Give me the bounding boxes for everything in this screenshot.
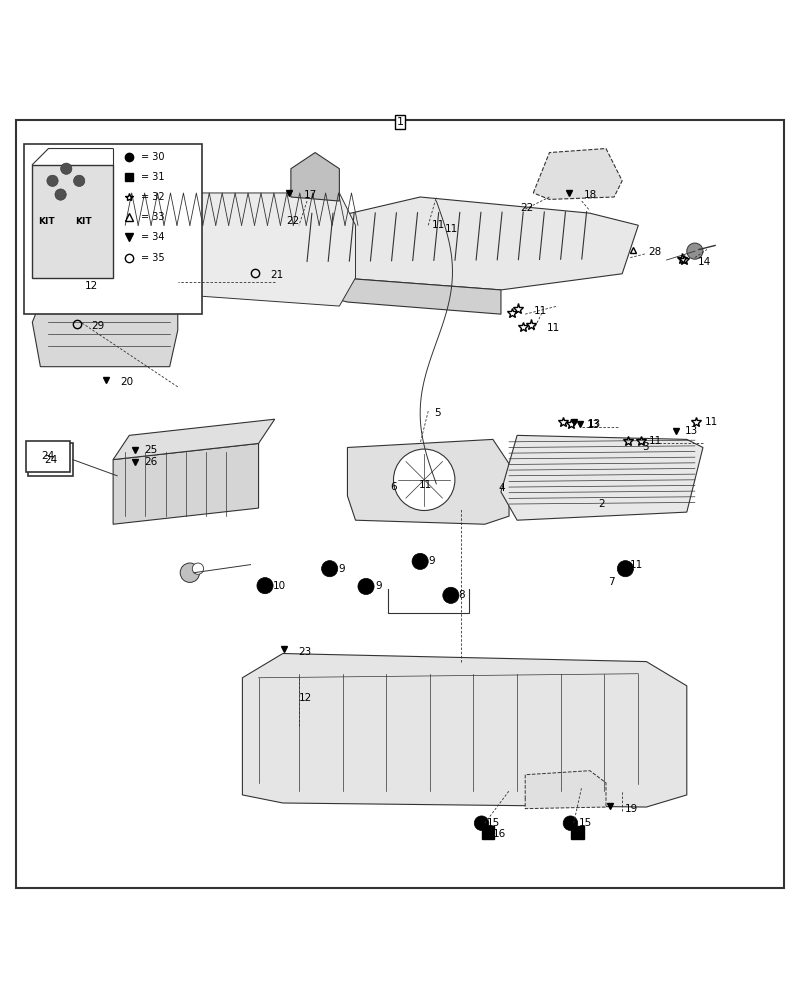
Text: 11: 11 bbox=[432, 220, 445, 230]
Polygon shape bbox=[525, 771, 606, 809]
Text: 22: 22 bbox=[286, 216, 299, 226]
Text: 24: 24 bbox=[44, 455, 57, 465]
Text: 16: 16 bbox=[493, 829, 506, 839]
Bar bbox=[571, 826, 584, 839]
Circle shape bbox=[322, 561, 338, 577]
Circle shape bbox=[74, 175, 85, 186]
Polygon shape bbox=[242, 654, 687, 807]
Bar bbox=[482, 826, 494, 839]
Circle shape bbox=[474, 816, 489, 830]
Polygon shape bbox=[113, 443, 259, 524]
Circle shape bbox=[192, 563, 204, 574]
Text: KIT: KIT bbox=[75, 217, 91, 226]
Polygon shape bbox=[113, 419, 275, 460]
Text: 18: 18 bbox=[583, 190, 596, 200]
Polygon shape bbox=[533, 149, 622, 199]
Text: 9: 9 bbox=[339, 564, 345, 574]
Text: 2: 2 bbox=[598, 499, 604, 509]
Text: = 34: = 34 bbox=[141, 232, 165, 242]
Text: 26: 26 bbox=[144, 457, 157, 467]
Text: 22: 22 bbox=[520, 203, 533, 213]
Polygon shape bbox=[501, 435, 703, 520]
Bar bbox=[28, 443, 73, 476]
Text: 12: 12 bbox=[85, 281, 98, 291]
Circle shape bbox=[47, 175, 58, 186]
Text: 29: 29 bbox=[91, 321, 104, 331]
Text: 20: 20 bbox=[120, 377, 133, 387]
Text: 11: 11 bbox=[705, 417, 718, 427]
Text: 9: 9 bbox=[428, 556, 435, 566]
Text: 11: 11 bbox=[629, 560, 642, 570]
Circle shape bbox=[257, 578, 273, 594]
Circle shape bbox=[412, 553, 428, 569]
Text: 1: 1 bbox=[397, 117, 403, 127]
Text: = 32: = 32 bbox=[141, 192, 165, 202]
Circle shape bbox=[563, 816, 578, 830]
Text: 8: 8 bbox=[458, 590, 465, 600]
Text: = 31: = 31 bbox=[141, 172, 165, 182]
Polygon shape bbox=[32, 282, 178, 367]
Bar bbox=[32, 165, 113, 278]
Text: 24: 24 bbox=[41, 451, 54, 461]
Text: 4: 4 bbox=[499, 483, 505, 493]
Text: 28: 28 bbox=[648, 247, 661, 257]
Text: = 30: = 30 bbox=[141, 152, 165, 162]
Text: 23: 23 bbox=[298, 647, 311, 657]
Text: 21: 21 bbox=[270, 270, 283, 280]
Text: 13: 13 bbox=[588, 419, 601, 429]
Text: 9: 9 bbox=[375, 581, 381, 591]
Text: 10: 10 bbox=[273, 581, 286, 591]
Polygon shape bbox=[283, 197, 638, 290]
Bar bbox=[24, 144, 202, 314]
Circle shape bbox=[443, 587, 459, 603]
Polygon shape bbox=[283, 262, 501, 314]
Circle shape bbox=[55, 189, 66, 200]
Text: 19: 19 bbox=[625, 804, 638, 814]
Text: = 35: = 35 bbox=[141, 253, 165, 263]
Text: 15: 15 bbox=[579, 818, 591, 828]
Circle shape bbox=[687, 243, 703, 259]
Text: 12: 12 bbox=[299, 693, 312, 703]
Bar bbox=[26, 441, 70, 472]
Text: = 33: = 33 bbox=[141, 212, 165, 222]
Text: 5: 5 bbox=[434, 408, 440, 418]
Text: 25: 25 bbox=[144, 445, 157, 455]
Text: 11: 11 bbox=[419, 480, 431, 490]
Text: 14: 14 bbox=[698, 257, 711, 267]
Text: 3: 3 bbox=[642, 442, 649, 452]
Text: 15: 15 bbox=[487, 818, 500, 828]
Circle shape bbox=[617, 561, 633, 577]
Circle shape bbox=[180, 563, 200, 582]
Circle shape bbox=[358, 578, 374, 595]
Text: 17: 17 bbox=[304, 190, 317, 200]
Text: 11: 11 bbox=[534, 306, 547, 316]
Text: 6: 6 bbox=[390, 482, 397, 492]
Text: 13: 13 bbox=[684, 426, 697, 436]
Polygon shape bbox=[347, 439, 509, 524]
Circle shape bbox=[393, 449, 455, 511]
Text: 11: 11 bbox=[547, 323, 560, 333]
Polygon shape bbox=[97, 193, 356, 306]
Circle shape bbox=[61, 163, 72, 174]
Text: KIT: KIT bbox=[39, 217, 55, 226]
Polygon shape bbox=[291, 153, 339, 201]
Text: 7: 7 bbox=[608, 577, 614, 587]
Text: 13: 13 bbox=[587, 420, 600, 430]
Text: 11: 11 bbox=[444, 224, 457, 234]
Text: 11: 11 bbox=[649, 436, 662, 446]
